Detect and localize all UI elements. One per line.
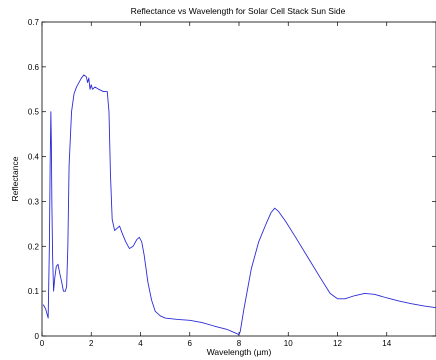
x-tick-label: 14 [382,339,391,348]
y-tick-label: 0.1 [28,287,40,296]
x-tick-label: 10 [284,339,293,348]
x-tick-label: 6 [188,339,193,348]
x-tick-label: 4 [138,339,143,348]
y-tick-label: 0.5 [28,108,40,117]
y-tick-label: 0.4 [28,153,40,162]
x-tick-label: 2 [89,339,94,348]
y-tick-label: 0.7 [28,18,40,27]
chart-title: Reflectance vs Wavelength for Solar Cell… [131,6,346,16]
reflectance-line [42,74,436,336]
y-axis-ticks: 0 0.1 0.2 0.3 0.4 0.5 0.6 0.7 [28,18,436,341]
x-axis-ticks: 0 2 4 6 8 10 12 14 [40,22,392,348]
y-axis-label: Reflectance [10,156,20,201]
plot-area [41,21,436,337]
x-axis-label: Wavelength (µm) [207,347,272,357]
x-tick-label: 8 [237,339,242,348]
y-tick-label: 0.3 [28,197,40,206]
y-tick-label: 0.6 [28,63,40,72]
y-tick-label: 0 [35,332,40,341]
x-tick-label: 0 [40,339,45,348]
y-tick-label: 0.2 [28,242,40,251]
x-tick-label: 12 [333,339,342,348]
